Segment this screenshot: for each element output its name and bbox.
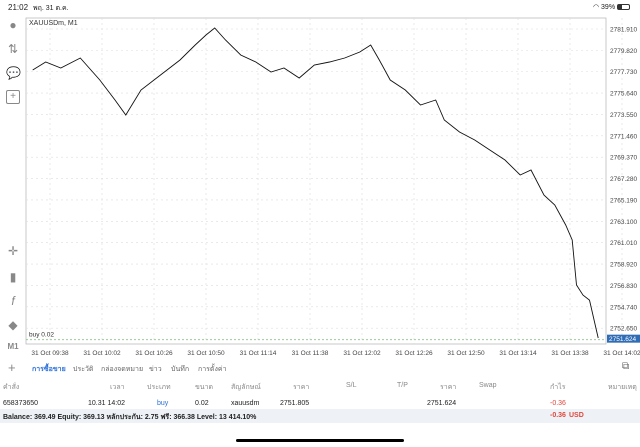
position-label: buy 0.02 — [29, 332, 54, 339]
y-tick-label: 2781.910 — [610, 27, 637, 34]
table-header: คำสั่ง เวลา ประเภท ขนาด สัญลักษณ์ ราคา S… — [0, 379, 640, 391]
order-price: 2751.624 — [427, 400, 457, 407]
y-tick-label: 2758.920 — [610, 262, 637, 269]
col-open-price: ราคา — [293, 384, 310, 391]
x-tick-label: 31 Oct 12:26 — [395, 350, 433, 357]
trade-icon[interactable]: ⇅ — [7, 42, 19, 56]
battery-percent: 39% — [601, 4, 616, 11]
col-profit: กำไร — [550, 384, 566, 391]
clock: 21:02 — [8, 3, 29, 12]
col-price: ราคา — [440, 384, 457, 391]
account-icon[interactable]: ● — [9, 18, 17, 32]
x-tick-label: 31 Oct 10:50 — [187, 350, 225, 357]
total-profit: -0.36 — [550, 412, 566, 419]
currency: USD — [569, 412, 584, 419]
x-tick-label: 31 Oct 12:50 — [447, 350, 485, 357]
terminal-tabs: + การซื้อขาย ประวัติ กล่องจดหมาย ข่าว บั… — [0, 360, 640, 376]
order-profit: -0.36 — [550, 400, 566, 407]
x-tick-label: 31 Oct 11:38 — [292, 350, 329, 357]
add-icon[interactable]: + — [8, 360, 16, 375]
tab-trade[interactable]: การซื้อขาย — [32, 366, 66, 373]
battery-icon — [617, 4, 630, 11]
indicators-icon[interactable]: f — [11, 294, 15, 308]
crosshair-icon[interactable]: ✛ — [7, 244, 19, 258]
x-tick-label: 31 Oct 13:14 — [499, 350, 537, 357]
table-row[interactable]: 658373650 10.31 14:02 buy 0.02 xauusdm 2… — [0, 397, 640, 409]
timeframe-button[interactable]: M1 — [7, 342, 19, 351]
tab-settings[interactable]: การตั้งค่า — [198, 366, 227, 373]
x-tick-label: 31 Oct 09:38 — [31, 350, 69, 357]
price-chart[interactable]: 2781.910 2779.820 2777.730 2775.640 2773.550… — [0, 14, 640, 360]
x-tick-label: 31 Oct 12:02 — [343, 350, 381, 357]
x-tick-label: 31 Oct 13:38 — [551, 350, 589, 357]
col-order: คำสั่ง — [3, 384, 20, 391]
col-volume: ขนาด — [195, 384, 214, 391]
status-right: ◠ 39% — [593, 3, 630, 11]
y-tick-label: 2756.830 — [610, 283, 637, 290]
col-type: ประเภท — [147, 384, 171, 391]
tab-journal[interactable]: บันทึก — [171, 366, 190, 373]
objects-icon[interactable]: ◆ — [8, 318, 18, 332]
home-indicator — [236, 439, 404, 442]
status-bar: 21:02 พฤ. 31 ต.ค. ◠ 39% — [0, 0, 640, 14]
current-price-tag — [607, 334, 640, 343]
chart-title: XAUUSDm, M1 — [29, 20, 78, 27]
tab-mailbox[interactable]: กล่องจดหมาย — [101, 366, 144, 373]
y-tick-label: 2767.280 — [610, 176, 637, 183]
col-tp: T/P — [397, 382, 408, 389]
chart-toolbar: ● ⇅ 💬 + ✛ ▮ f ◆ M1 — [0, 14, 26, 354]
tab-history[interactable]: ประวัติ — [73, 366, 94, 373]
y-tick-label: 2775.640 — [610, 91, 637, 98]
order-symbol: xauusdm — [231, 400, 260, 407]
tab-news[interactable]: ข่าว — [149, 366, 162, 373]
y-tick-label: 2779.820 — [610, 48, 637, 55]
chart-type-icon[interactable]: ▮ — [9, 270, 17, 284]
x-tick-label: 31 Oct 11:14 — [240, 350, 277, 357]
col-comment: หมายเหตุ — [608, 384, 637, 391]
x-tick-label: 31 Oct 10:26 — [135, 350, 173, 357]
col-sl: S/L — [346, 382, 357, 389]
wifi-icon: ◠ — [592, 4, 600, 11]
y-tick-label: 2773.550 — [610, 112, 637, 119]
plot-area — [25, 17, 607, 345]
y-tick-label: 2777.730 — [610, 69, 637, 76]
balance-summary: Balance: 369.49 Equity: 369.13 หลักประกั… — [3, 414, 257, 421]
y-tick-label: 2765.190 — [610, 197, 637, 204]
order-type: buy — [157, 400, 169, 407]
y-tick-label: 2771.460 — [610, 133, 637, 140]
order-volume: 0.02 — [195, 400, 209, 407]
price-line — [32, 27, 599, 339]
x-tick-label: 31 Oct 10:02 — [83, 350, 121, 357]
grid — [26, 18, 623, 344]
new-order-icon[interactable]: + — [6, 90, 20, 104]
col-symbol: สัญลักษณ์ — [231, 384, 261, 391]
y-tick-label: 2752.650 — [610, 326, 637, 333]
col-time: เวลา — [110, 384, 125, 391]
y-tick-label: 2769.370 — [610, 155, 637, 162]
order-time: 10.31 14:02 — [88, 400, 125, 407]
date: พฤ. 31 ต.ค. — [33, 5, 69, 12]
col-swap: Swap — [479, 382, 497, 389]
order-open-price: 2751.805 — [280, 400, 310, 407]
current-price: 2751.624 — [609, 336, 636, 343]
x-tick-label: 31 Oct 14:02 — [603, 350, 640, 357]
balance-row: Balance: 369.49 Equity: 369.13 หลักประกั… — [0, 409, 640, 423]
y-tick-label: 2761.010 — [610, 240, 637, 247]
y-tick-label: 2763.100 — [610, 219, 637, 226]
layout-icon[interactable]: ⧉ — [622, 361, 630, 372]
chat-icon[interactable]: 💬 — [6, 66, 21, 80]
y-tick-label: 2754.740 — [610, 304, 637, 311]
order-id: 658373650 — [3, 400, 39, 407]
